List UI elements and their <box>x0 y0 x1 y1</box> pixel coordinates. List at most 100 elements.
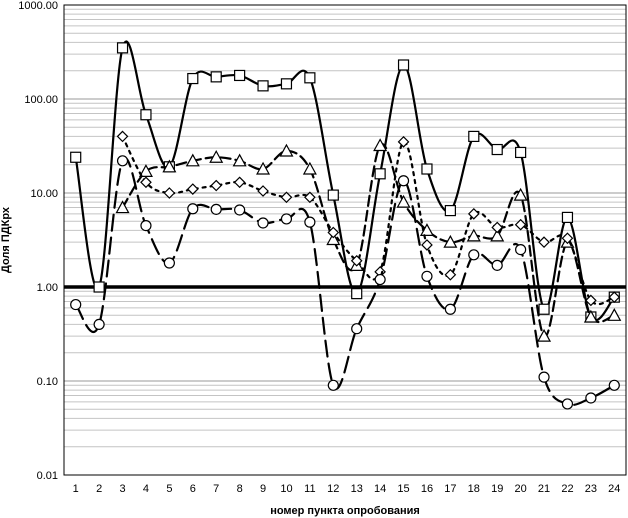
data-point-triangle <box>490 228 505 242</box>
data-point-square <box>70 151 82 163</box>
data-point-circle <box>280 213 293 225</box>
data-point-square <box>234 69 246 82</box>
data-point-square <box>140 109 152 121</box>
y-tick-label: 1000.00 <box>18 0 58 12</box>
data-point-diamond <box>608 291 621 303</box>
data-point-triangle <box>279 143 294 157</box>
x-tick-label: 11 <box>304 483 315 495</box>
data-point-diamond <box>467 208 480 220</box>
data-point-triangle <box>138 164 153 177</box>
y-tick-label: 0.10 <box>37 376 58 388</box>
y-tick-label: 100.00 <box>24 94 58 106</box>
data-point-square <box>93 281 105 293</box>
data-point-diamond <box>280 191 293 204</box>
data-point-square <box>421 163 433 175</box>
data-point-circle <box>374 273 386 286</box>
data-point-circle <box>421 270 433 282</box>
data-point-square <box>351 288 363 300</box>
data-point-diamond <box>397 136 410 148</box>
x-tick-label: 24 <box>608 483 620 495</box>
data-point-diamond <box>421 239 433 251</box>
x-tick-label: 19 <box>491 483 503 495</box>
plot-frame <box>63 4 627 476</box>
data-point-square <box>397 59 410 71</box>
data-point-diamond <box>186 183 199 195</box>
data-point-triangle <box>185 153 200 167</box>
y-tick-label: 10.00 <box>30 188 58 200</box>
data-point-circle <box>538 371 550 383</box>
data-point-diamond <box>327 226 340 239</box>
data-point-square <box>187 72 199 85</box>
data-point-circle <box>515 243 527 256</box>
data-point-triangle <box>396 194 411 208</box>
x-tick-label: 13 <box>351 483 363 495</box>
data-point-diamond <box>116 130 129 143</box>
x-tick-label: 6 <box>190 483 196 495</box>
x-tick-label: 21 <box>538 483 550 495</box>
x-tick-label: 15 <box>397 483 409 495</box>
data-point-circle <box>304 216 316 228</box>
data-point-triangle <box>443 234 458 248</box>
data-point-triangle <box>115 200 130 214</box>
series-3 <box>116 130 621 307</box>
data-point-triangle <box>302 161 317 175</box>
data-point-triangle <box>232 153 247 167</box>
data-point-circle <box>116 155 129 167</box>
data-point-diamond <box>538 236 550 248</box>
data-point-circle <box>351 323 363 335</box>
x-tick-label: 8 <box>237 483 243 495</box>
data-point-diamond <box>140 176 152 189</box>
x-tick-label: 2 <box>96 483 102 495</box>
data-point-circle <box>608 379 620 391</box>
data-point-circle <box>397 175 410 187</box>
x-tick-label: 10 <box>280 483 292 495</box>
data-point-circle <box>93 318 105 331</box>
data-point-circle <box>140 219 152 232</box>
data-point-triangle <box>162 159 177 173</box>
data-point-triangle <box>466 228 481 242</box>
data-point-circle <box>257 217 269 229</box>
data-point-circle <box>70 298 82 311</box>
data-point-square <box>491 143 503 156</box>
data-point-square <box>116 42 129 54</box>
data-point-square <box>210 71 222 83</box>
data-point-diamond <box>514 218 527 231</box>
data-point-diamond <box>257 185 269 197</box>
y-tick-labels: 0.01 0.10 1.00 10.00 100.00 1000.00 <box>18 0 58 482</box>
x-tick-label: 17 <box>444 483 456 495</box>
x-tick-label: 20 <box>515 483 527 495</box>
x-axis-title: номер пункта опробования <box>270 505 420 517</box>
data-point-square <box>468 130 480 143</box>
x-tick-label: 23 <box>585 483 597 495</box>
x-tick-label: 18 <box>468 483 480 495</box>
series-layer <box>70 40 622 410</box>
data-point-diamond <box>233 176 246 189</box>
data-point-triangle <box>607 308 622 321</box>
data-point-square <box>280 78 293 90</box>
data-point-circle <box>491 259 503 271</box>
data-point-diamond <box>210 179 223 192</box>
data-point-triangle <box>373 138 388 152</box>
data-point-circle <box>234 204 246 216</box>
data-point-diamond <box>304 191 316 204</box>
x-tick-label: 5 <box>166 483 172 495</box>
data-point-triangle <box>326 232 341 246</box>
data-point-square <box>257 80 269 92</box>
data-point-square <box>561 211 574 224</box>
data-point-circle <box>585 392 597 404</box>
data-point-triangle <box>537 328 552 342</box>
x-tick-label: 1 <box>73 483 79 495</box>
data-point-square <box>538 303 550 315</box>
data-point-diamond <box>444 268 457 281</box>
data-point-diamond <box>491 221 504 234</box>
data-point-circle <box>444 303 456 315</box>
data-point-circle <box>163 257 175 269</box>
data-point-triangle <box>256 161 271 175</box>
data-point-circle <box>327 379 339 391</box>
x-tick-label: 22 <box>561 483 573 495</box>
data-point-circle <box>187 203 199 215</box>
x-tick-labels: 1 2 3 4 5 6 7 8 9 10 11 12 13 14 15 16 17 18 19 20 21 22 23 24 <box>73 483 621 495</box>
x-tick-label: 3 <box>119 483 125 495</box>
x-tick-label: 12 <box>327 483 339 495</box>
